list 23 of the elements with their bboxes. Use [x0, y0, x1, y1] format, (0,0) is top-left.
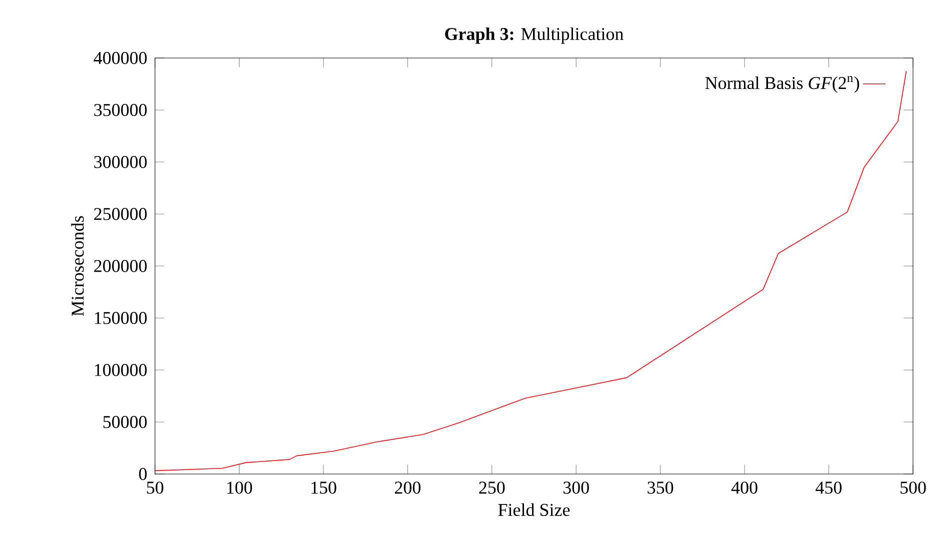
- x-tick-label: 50: [147, 482, 164, 494]
- x-tick-label: 300: [563, 482, 589, 494]
- x-tick-label: 400: [731, 482, 758, 494]
- x-tick-label: 250: [479, 482, 505, 494]
- y-tick-label: 200000: [94, 260, 147, 272]
- x-axis-title: Field Size: [498, 503, 570, 516]
- y-tick-label: 100000: [94, 364, 147, 376]
- y-tick-label: 250000: [94, 208, 147, 220]
- x-tick-label: 200: [394, 482, 420, 494]
- legend-label: Normal Basis GF(2$^{n}$): [705, 76, 860, 93]
- y-axis-title: Microseconds: [71, 216, 84, 316]
- y-tick-label: 150000: [94, 312, 147, 324]
- y-tick-label: 0: [139, 468, 147, 480]
- x-tick-label: 150: [312, 482, 336, 494]
- x-tick-label: 350: [648, 482, 674, 494]
- chart-title: Graph 3: Multiplication: [445, 27, 624, 44]
- y-tick-label: 400000: [94, 52, 147, 64]
- x-tick-label: 500: [900, 482, 926, 494]
- x-tick-label: 100: [227, 482, 252, 494]
- y-tick-label: 300000: [94, 156, 147, 168]
- y-tick-label: 350000: [94, 104, 147, 116]
- y-tick-label: 50000: [103, 416, 147, 428]
- x-tick-label: 450: [816, 482, 842, 494]
